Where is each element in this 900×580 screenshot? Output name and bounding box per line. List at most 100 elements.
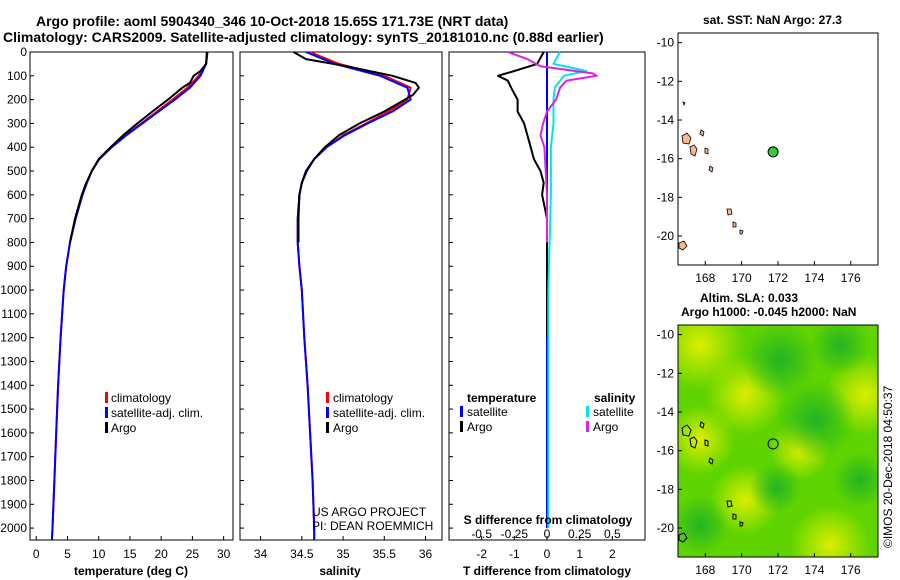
island xyxy=(681,132,692,145)
map-y-tick-label: -20 xyxy=(657,229,675,243)
depth-tick-label: 1400 xyxy=(0,378,27,392)
map-y-tick-label: -20 xyxy=(657,521,675,535)
salinity-lines xyxy=(293,51,420,540)
sla-blob xyxy=(832,452,878,508)
sla-blob xyxy=(742,325,818,398)
island xyxy=(681,424,692,437)
map-x-tick-label: 168 xyxy=(695,563,715,577)
s-difference-tick-label: -0.25 xyxy=(501,527,529,541)
depth-tick-label: 700 xyxy=(7,212,27,226)
island xyxy=(708,457,714,465)
map-x-tick-label: 176 xyxy=(841,563,861,577)
legend-climatology: climatology xyxy=(111,391,171,405)
salinity-tick-label: 35.5 xyxy=(373,547,397,561)
difference-tick-label: 2 xyxy=(609,547,616,561)
island xyxy=(678,240,688,251)
depth-tick-label: 1700 xyxy=(0,450,27,464)
legend-swatch-argo xyxy=(326,422,329,433)
legend-argo: Argo xyxy=(467,420,493,434)
legend-swatch-satellite xyxy=(460,406,463,417)
island xyxy=(682,101,686,107)
temperature-x-axis: 0 5 10 15 20 25 30 xyxy=(33,536,231,561)
temperature-xlabel: temperature (deg C) xyxy=(74,564,188,578)
salinity-tick-label: 34 xyxy=(254,547,268,561)
float-position-marker xyxy=(767,146,779,158)
temperature-legend: climatology satellite-adj. clim. Argo xyxy=(105,391,203,435)
difference-tick-label: -2 xyxy=(476,547,487,561)
depth-tick-label: 1900 xyxy=(0,497,27,511)
map-y-tick-label: -14 xyxy=(657,113,675,127)
depth-tick-label: 500 xyxy=(7,164,27,178)
map-x-tick-label: 168 xyxy=(695,271,715,285)
salinity-panel xyxy=(239,51,443,541)
legend-satellite: satellite-adj. clim. xyxy=(333,406,425,420)
s-difference-tick-label: -0.5 xyxy=(471,527,492,541)
depth-tick-label: 400 xyxy=(7,140,27,154)
sla-blob xyxy=(750,462,802,514)
difference-x-axis: -2 -1 0 1 2 xyxy=(476,536,616,561)
island xyxy=(689,436,698,449)
sla-blob xyxy=(678,495,730,555)
depth-axis: 0 100 200 300 400 500 600 700 800 900 1000 1100 1200… xyxy=(0,45,453,535)
temperature-tick-label: 15 xyxy=(123,547,137,561)
difference-tick-label: 0 xyxy=(544,547,551,561)
salinity-xlabel: salinity xyxy=(319,564,361,578)
t-difference-argo-line xyxy=(497,51,548,338)
depth-tick-label: 1000 xyxy=(0,283,27,297)
depth-tick-label: 1100 xyxy=(1,307,27,321)
island xyxy=(704,439,709,447)
salinity-tick-label: 36 xyxy=(419,547,433,561)
legend-swatch-argo xyxy=(105,422,108,433)
title-line1: Argo profile: aoml 5904340_346 10-Oct-20… xyxy=(36,13,508,29)
sst-land xyxy=(678,101,744,251)
sla-label-2: Argo h1000: -0.045 h2000: NaN xyxy=(681,305,856,319)
legend-swatch-satellite xyxy=(105,407,108,418)
temperature-argo-line xyxy=(69,51,208,243)
s-difference-tick-label: 0.25 xyxy=(568,527,592,541)
map-y-tick-label: -10 xyxy=(657,36,675,50)
depth-tick-label: 900 xyxy=(7,259,27,273)
sst-map xyxy=(677,32,879,266)
depth-tick-label: 200 xyxy=(7,93,27,107)
map-y-tick-label: -18 xyxy=(657,190,675,204)
difference-lines xyxy=(497,51,598,529)
sla-blob xyxy=(810,325,870,375)
depth-tick-label: 0 xyxy=(20,45,27,59)
island xyxy=(689,144,698,157)
legend-swatch-satellite xyxy=(326,407,329,418)
depth-tick-label: 1200 xyxy=(0,331,27,345)
map-x-tick-label: 170 xyxy=(732,563,752,577)
depth-tick-label: 100 xyxy=(7,69,27,83)
sla-coastline xyxy=(678,421,744,543)
salinity-x-axis: 34 34.5 35 35.5 36 xyxy=(254,536,433,561)
island xyxy=(699,421,705,429)
s-difference-tick-label: 0 xyxy=(544,527,551,541)
float-position-marker xyxy=(767,438,779,450)
sst-map-axes: 168 170 172 174 176 -10 -12 -14 -16 -18 -20 xyxy=(657,36,861,285)
legend-climatology: climatology xyxy=(333,391,393,405)
sla-blob xyxy=(775,380,855,460)
difference-xlabel: T difference from climatology xyxy=(463,564,631,578)
temperature-tick-label: 10 xyxy=(92,547,106,561)
map-y-tick-label: -18 xyxy=(657,482,675,496)
legend-swatch-climatology xyxy=(326,392,329,403)
island xyxy=(704,147,709,155)
island xyxy=(739,521,744,527)
legend-satellite: satellite xyxy=(593,405,634,419)
legend-satellite: satellite-adj. clim. xyxy=(111,406,203,420)
island xyxy=(708,165,714,173)
temperature-tick-label: 30 xyxy=(217,547,231,561)
map-x-tick-label: 174 xyxy=(804,271,824,285)
difference-legend-temperature: temperature satellite Argo xyxy=(460,391,537,434)
salinity-legend: climatology satellite-adj. clim. Argo xyxy=(326,391,425,435)
island xyxy=(732,221,737,228)
map-x-tick-label: 176 xyxy=(841,271,861,285)
map-y-tick-label: -16 xyxy=(657,444,675,458)
legend-swatch-argo xyxy=(586,421,589,432)
legend-satellite: satellite xyxy=(467,405,508,419)
sla-blob xyxy=(790,505,870,557)
difference-legend-salinity: salinity satellite Argo xyxy=(586,391,636,434)
salinity-argo-line xyxy=(293,51,420,243)
temperature-lines xyxy=(50,51,209,541)
legend-argo: Argo xyxy=(593,420,619,434)
